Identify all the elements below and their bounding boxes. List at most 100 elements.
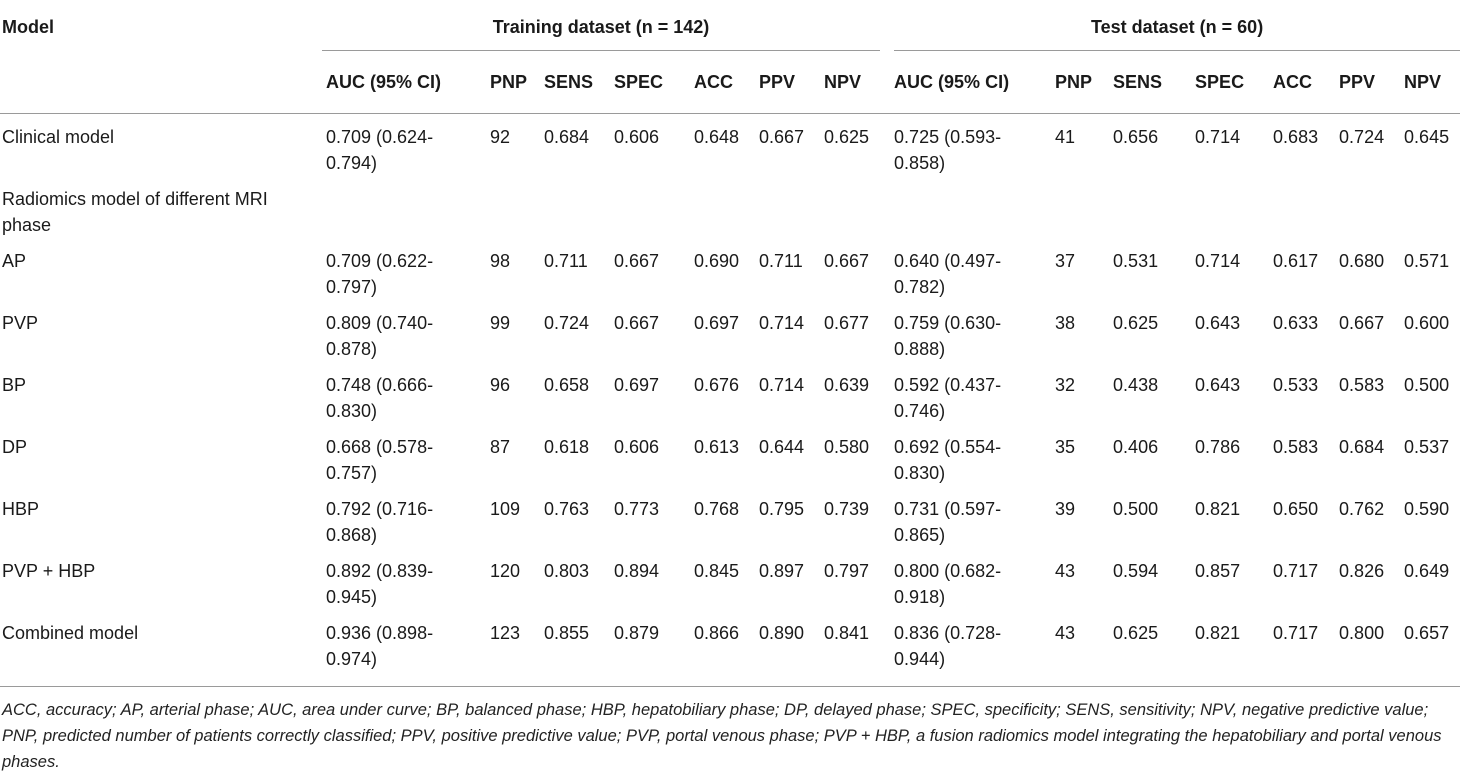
train-npv-cell: 0.841 [824, 610, 887, 687]
train-ppv-cell: 0.714 [759, 375, 805, 395]
test-pnp-cell: 38 [1055, 313, 1076, 333]
model-name-cell: Radiomics model of different MRI phase [2, 189, 268, 235]
table-body: Clinical model 0.709 (0.624- 0.794) 92 0.68… [0, 114, 1460, 687]
model-name-cell: PVP [2, 313, 39, 333]
model-name-cell: Clinical model [2, 127, 115, 147]
train-spec-cell: 0.894 [614, 561, 660, 581]
test-acc-cell: 0.717 [1273, 610, 1340, 687]
model-name-cell: BP [2, 375, 27, 395]
test-acc-cell: 0.617 [1273, 251, 1319, 271]
subheader-train-pnp: PNP [490, 59, 544, 114]
subheader-test-pnp: PNP [1055, 59, 1114, 114]
train-pnp-cell: 98 [490, 251, 511, 271]
train-npv-cell: 0.667 [824, 251, 870, 271]
train-auc-95-ci-cell: 0.709 (0.624- 0.794) [326, 127, 434, 173]
subheader-train-spec: SPEC [614, 59, 694, 114]
test-auc-95-ci-cell: 0.725 (0.593- 0.858) [894, 127, 1002, 173]
test-auc-95-ci-cell: 0.759 (0.630- 0.888) [894, 313, 1002, 359]
test-spec-cell: 0.821 [1195, 610, 1274, 687]
test-ppv-cell: 0.684 [1339, 437, 1385, 457]
test-acc-cell: 0.717 [1273, 561, 1319, 581]
test-auc-95-ci-cell: 0.836 (0.728- 0.944) [886, 610, 1056, 687]
test-auc-95-ci-cell: 0.800 (0.682- 0.918) [894, 561, 1002, 607]
test-npv-cell: 0.657 [1404, 610, 1460, 687]
table-row: DP 0.668 (0.578- 0.757) 87 0.618 0.606 0.613 0… [0, 424, 1460, 486]
header-model: Model [2, 17, 54, 37]
train-sens-cell: 0.803 [544, 561, 590, 581]
test-pnp-cell: 43 [1055, 610, 1114, 687]
table-row: HBP 0.792 (0.716- 0.868) 109 0.763 0.773 0.76… [0, 486, 1460, 548]
train-auc-95-ci-cell: 0.709 (0.622- 0.797) [326, 251, 434, 297]
test-auc-95-ci-cell: 0.592 (0.437- 0.746) [894, 375, 1002, 421]
train-sens-cell: 0.855 [544, 610, 614, 687]
test-sens-cell [1113, 176, 1195, 238]
test-sens-cell: 0.656 [1113, 127, 1159, 147]
subheader-test-sens: SENS [1113, 59, 1196, 114]
test-spec-cell: 0.643 [1195, 375, 1241, 395]
subheader-test-spec: SPEC [1195, 59, 1274, 114]
table-footnote: ACC, accuracy; AP, arterial phase; AUC, … [2, 701, 1442, 771]
test-npv-cell: 0.645 [1404, 127, 1450, 147]
subheader-train-ppv: PPV [759, 59, 824, 114]
train-auc-95-ci-cell: 0.748 (0.666- 0.830) [326, 375, 434, 421]
train-npv-cell: 0.625 [824, 127, 870, 147]
subheader-test-auc-95-ci: AUC (95% CI) [886, 59, 1056, 114]
train-npv-cell: 0.677 [824, 313, 870, 333]
test-ppv-cell: 0.724 [1339, 127, 1385, 147]
train-sens-cell: 0.711 [544, 251, 588, 271]
model-name-cell: HBP [2, 499, 40, 519]
table-row: BP 0.748 (0.666- 0.830) 96 0.658 0.697 0.676 0… [0, 362, 1460, 424]
train-sens-cell [544, 176, 614, 238]
train-ppv-cell: 0.795 [759, 499, 805, 519]
test-spec-cell: 0.821 [1195, 499, 1241, 519]
test-npv-cell: 0.537 [1404, 437, 1450, 457]
test-spec-cell: 0.857 [1195, 561, 1241, 581]
table-row: AP 0.709 (0.622- 0.797) 98 0.711 0.667 0.690 0… [0, 238, 1460, 300]
test-spec-cell: 0.643 [1195, 313, 1241, 333]
test-spec-cell: 0.714 [1195, 127, 1241, 147]
test-spec-cell [1195, 176, 1273, 238]
train-acc-cell: 0.648 [694, 127, 740, 147]
train-acc-cell: 0.613 [694, 437, 740, 457]
test-sens-cell: 0.625 [1113, 313, 1159, 333]
train-ppv-cell: 0.890 [759, 610, 824, 687]
test-acc-cell: 0.533 [1273, 375, 1319, 395]
test-npv-cell [1404, 176, 1460, 238]
test-ppv-cell [1339, 176, 1404, 238]
test-acc-cell: 0.583 [1273, 437, 1319, 457]
test-sens-cell: 0.594 [1113, 561, 1159, 581]
test-npv-cell: 0.590 [1404, 499, 1450, 519]
train-spec-cell: 0.667 [614, 313, 660, 333]
test-auc-95-ci-cell: 0.640 (0.497- 0.782) [894, 251, 1002, 297]
test-ppv-cell: 0.762 [1339, 499, 1385, 519]
table-row: Radiomics model of different MRI phase [0, 176, 1460, 238]
model-name-cell: DP [2, 437, 28, 457]
train-auc-95-ci-cell: 0.809 (0.740- 0.878) [326, 313, 434, 359]
test-pnp-cell: 32 [1055, 375, 1076, 395]
train-sens-cell: 0.658 [544, 375, 590, 395]
train-spec-cell: 0.667 [614, 251, 660, 271]
test-sens-cell: 0.531 [1113, 251, 1159, 271]
train-acc-cell: 0.697 [694, 313, 740, 333]
train-ppv-cell: 0.644 [759, 437, 805, 457]
subheader-row: AUC (95% CI) PNP SENS SPEC ACC PPV NPV AUC (95%… [0, 59, 1460, 114]
train-npv-cell: 0.739 [824, 499, 870, 519]
test-auc-95-ci-cell: 0.731 (0.597- 0.865) [894, 499, 1002, 545]
train-spec-cell: 0.697 [614, 375, 660, 395]
subheader-train-auc-95-ci: AUC (95% CI) [318, 59, 490, 114]
train-sens-cell: 0.763 [544, 499, 590, 519]
train-ppv-cell: 0.711 [759, 251, 803, 271]
train-ppv-cell: 0.714 [759, 313, 805, 333]
train-pnp-cell: 109 [490, 499, 521, 519]
test-sens-cell: 0.500 [1113, 499, 1159, 519]
train-acc-cell: 0.690 [694, 251, 740, 271]
performance-table: Model Training dataset (n = 142) Test da… [0, 0, 1460, 687]
test-ppv-cell: 0.800 [1339, 610, 1405, 687]
train-pnp-cell: 123 [490, 610, 544, 687]
train-ppv-cell: 0.897 [759, 561, 805, 581]
test-acc-cell: 0.650 [1273, 499, 1319, 519]
table-row: Clinical model 0.709 (0.624- 0.794) 92 0.68… [0, 114, 1460, 177]
test-pnp-cell: 39 [1055, 499, 1076, 519]
header-test-group: Test dataset (n = 60) [886, 0, 1460, 59]
